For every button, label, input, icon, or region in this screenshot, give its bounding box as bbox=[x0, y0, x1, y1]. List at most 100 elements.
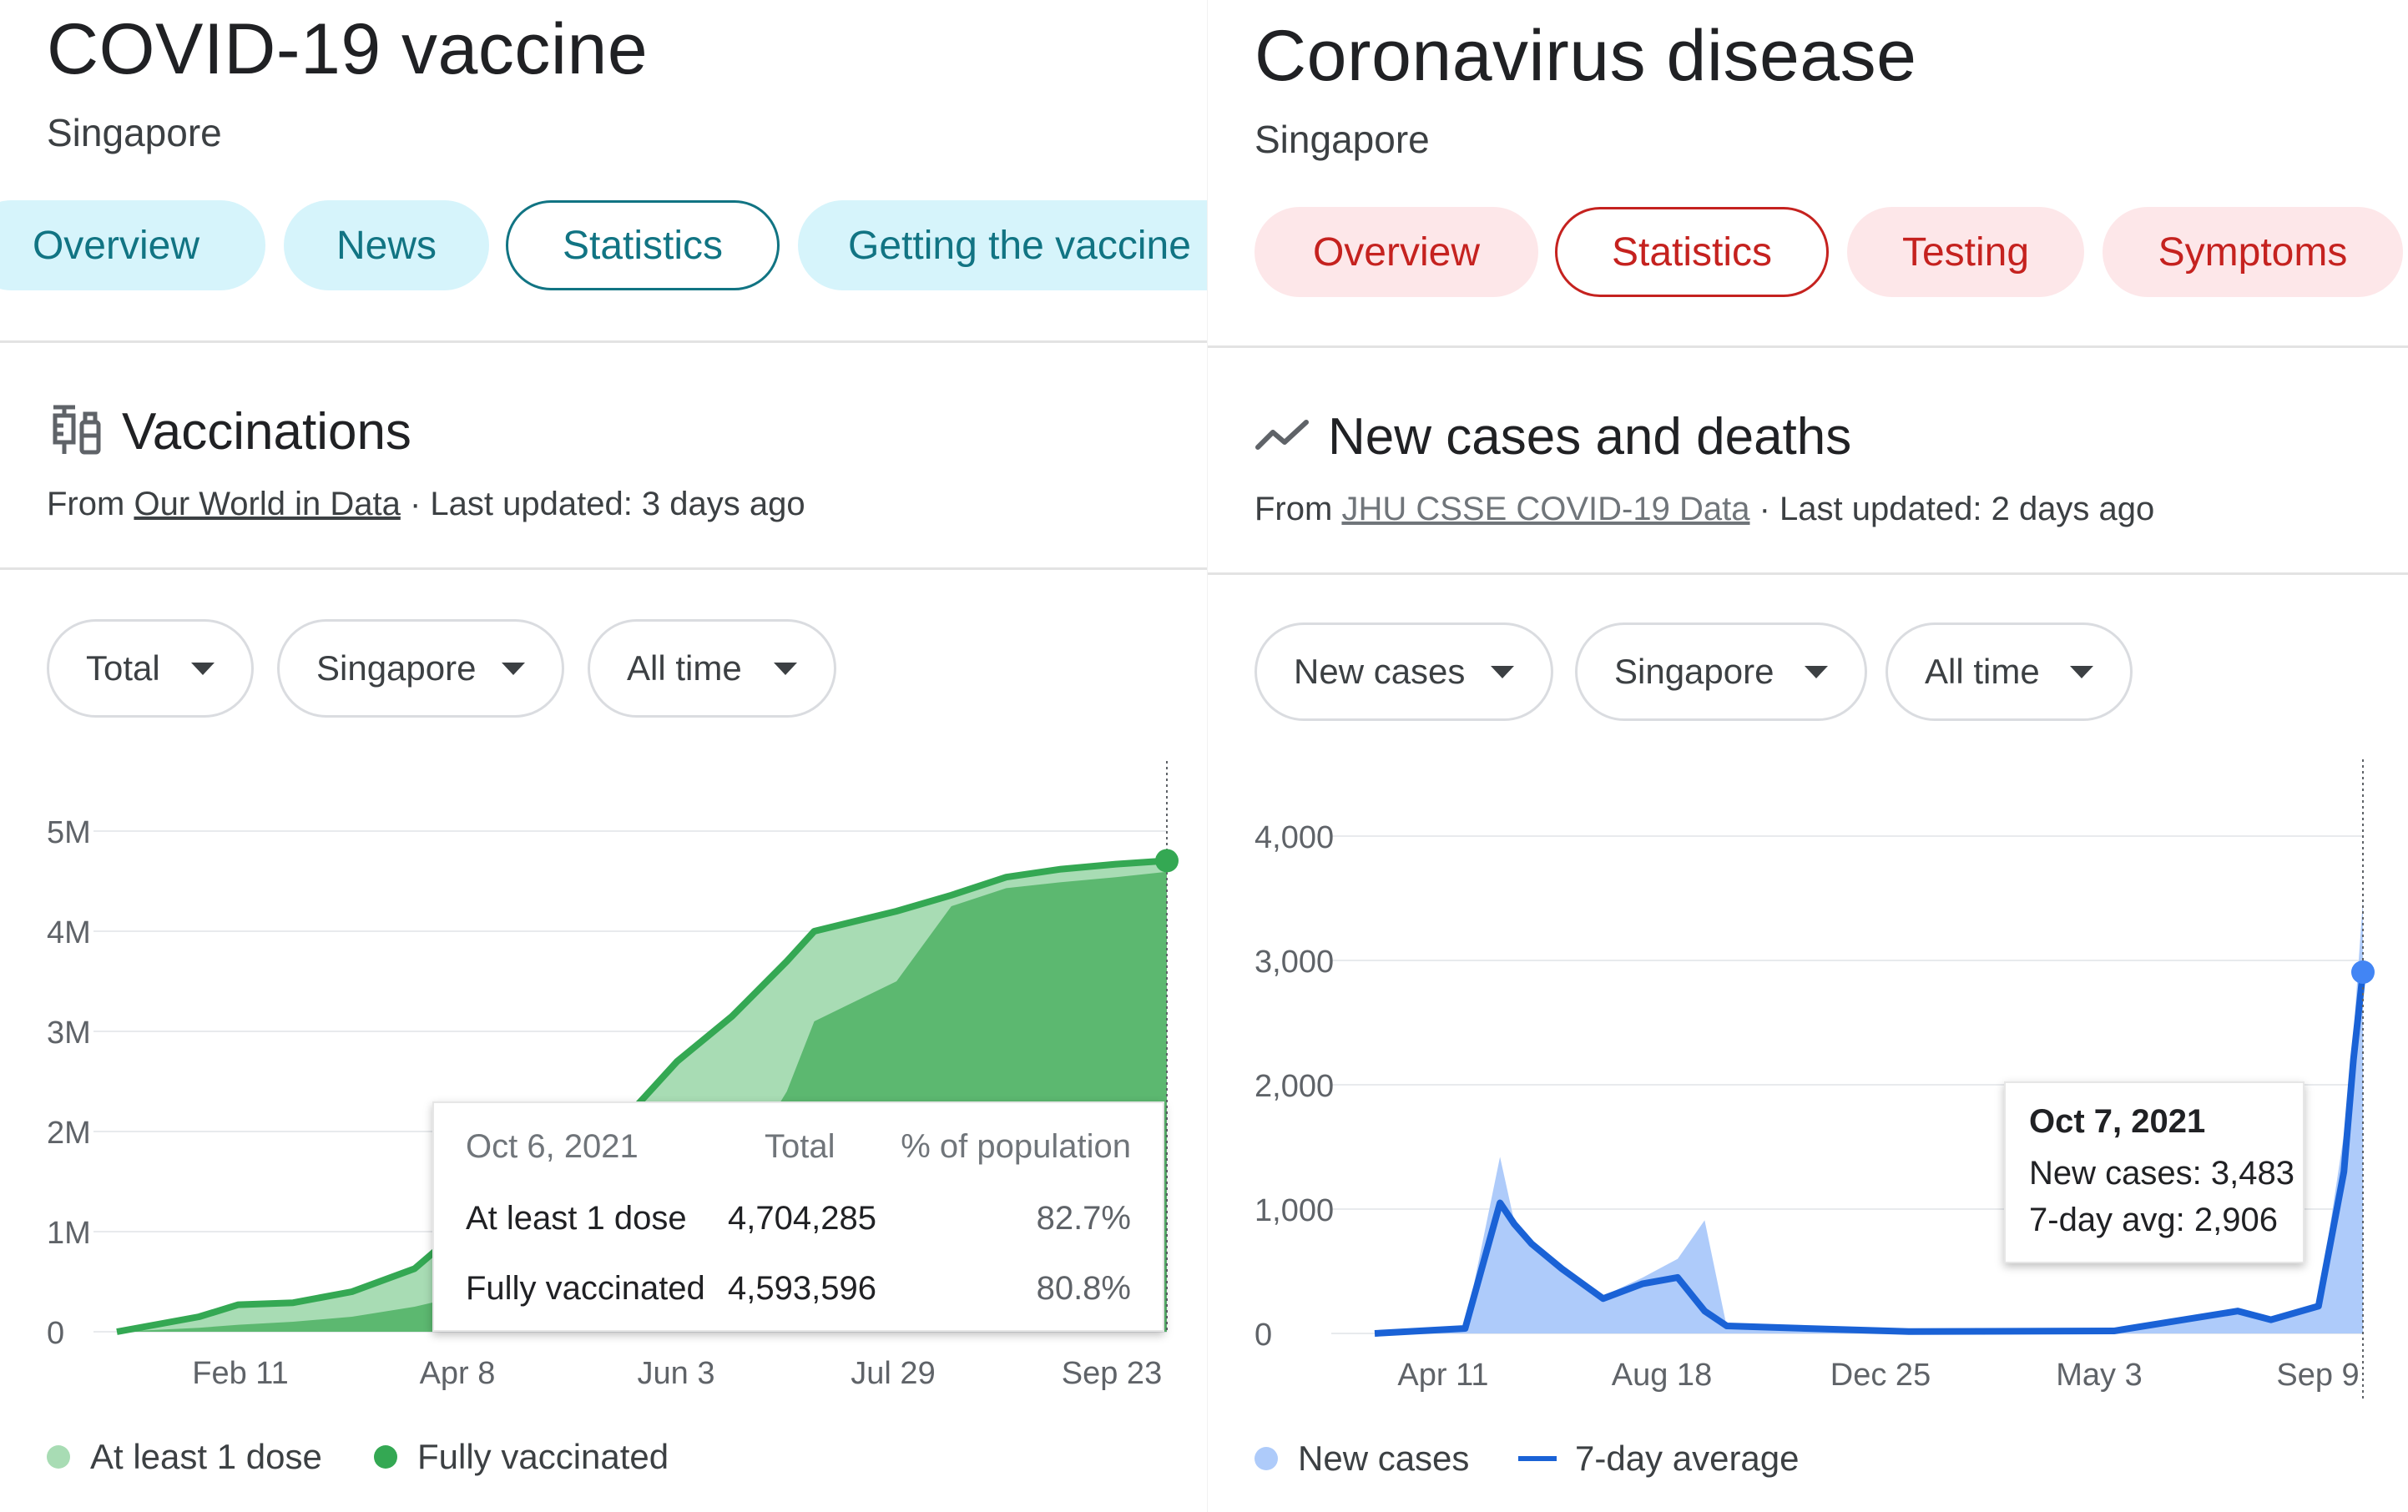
legend-swatch bbox=[47, 1445, 70, 1469]
trending-line-icon bbox=[1255, 420, 1309, 450]
legend-fully-vaccinated: Fully vaccinated bbox=[374, 1437, 669, 1477]
vaccine-panel: COVID-19 vaccine Singapore Overview News… bbox=[0, 9, 1208, 1477]
series-line bbox=[116, 857, 1168, 1335]
tooltip-row-pct: 80.8% bbox=[1036, 1270, 1131, 1307]
last-updated: · Last updated: 3 days ago bbox=[409, 486, 805, 522]
legend-new-cases: New cases bbox=[1254, 1439, 1469, 1479]
coronavirus-panel: Coronavirus disease Singapore Overview S… bbox=[1208, 0, 2408, 1512]
tab-label: Symptoms bbox=[2158, 229, 2348, 275]
x-tick-label: Jun 3 bbox=[638, 1356, 715, 1391]
source-prefix: From bbox=[1254, 491, 1333, 527]
y-tick-label: 0 bbox=[1254, 1318, 1272, 1353]
page-title: COVID-19 vaccine bbox=[47, 9, 649, 89]
source-link[interactable]: JHU CSSE COVID-19 Data bbox=[1341, 491, 1750, 527]
tab-testing[interactable]: Testing bbox=[1847, 207, 2084, 297]
x-tick-label: Feb 11 bbox=[192, 1356, 288, 1391]
divider bbox=[0, 340, 1208, 343]
y-tick-label: 4M bbox=[47, 915, 91, 950]
chevron-down-icon bbox=[191, 663, 215, 675]
dropdown-value: All time bbox=[627, 648, 742, 688]
y-tick-label: 4,000 bbox=[1254, 820, 1334, 855]
y-tick-label: 1M bbox=[47, 1216, 91, 1251]
chevron-down-icon bbox=[1805, 666, 1828, 678]
location-label: Singapore bbox=[1254, 118, 1430, 161]
tooltip-row-total: 4,593,596 bbox=[728, 1270, 876, 1307]
y-tick-label: 0 bbox=[47, 1316, 64, 1351]
tab-label: Getting the vaccine bbox=[848, 223, 1191, 268]
metric-dropdown[interactable]: Total bbox=[47, 619, 254, 718]
time-range-dropdown[interactable]: All time bbox=[1886, 622, 2133, 721]
tab-getting-the-vaccine[interactable]: Getting the vaccine bbox=[798, 200, 1208, 290]
tooltip-row-pct: 82.7% bbox=[1036, 1200, 1131, 1237]
chevron-down-icon bbox=[502, 663, 525, 675]
section-title: Vaccinations bbox=[122, 403, 411, 461]
x-tick-label: Apr 11 bbox=[1397, 1358, 1488, 1393]
divider bbox=[1208, 572, 2408, 575]
tooltip-col-pct: % of population bbox=[901, 1128, 1131, 1165]
legend-label: At least 1 dose bbox=[90, 1437, 322, 1476]
location-label: Singapore bbox=[47, 111, 222, 154]
x-tick-label: Apr 8 bbox=[420, 1356, 496, 1391]
tooltip-row-label: At least 1 dose bbox=[466, 1200, 687, 1237]
source-line: From Our World in Data · Last updated: 3… bbox=[47, 486, 805, 523]
hover-point bbox=[2351, 960, 2375, 985]
tooltip-date: Oct 7, 2021 bbox=[2029, 1103, 2206, 1140]
source-prefix: From bbox=[47, 486, 125, 522]
hover-point bbox=[1155, 849, 1179, 873]
tooltip-row-label: Fully vaccinated bbox=[466, 1270, 705, 1307]
tab-news[interactable]: News bbox=[284, 200, 489, 290]
legend-label: New cases bbox=[1298, 1439, 1470, 1478]
x-tick-label: Sep 9 bbox=[2276, 1358, 2359, 1393]
x-tick-label: Dec 25 bbox=[1830, 1358, 1931, 1393]
y-tick-label: 2M bbox=[47, 1116, 91, 1151]
tab-overview[interactable]: Overview bbox=[0, 200, 265, 290]
y-tick-label: 1,000 bbox=[1254, 1193, 1334, 1228]
legend-at-least-one-dose: At least 1 dose bbox=[47, 1437, 322, 1477]
y-tick-label: 3,000 bbox=[1254, 945, 1334, 980]
source-link[interactable]: Our World in Data bbox=[134, 486, 401, 522]
tab-label: News bbox=[336, 223, 437, 268]
tab-statistics[interactable]: Statistics bbox=[506, 200, 780, 290]
time-range-dropdown[interactable]: All time bbox=[588, 619, 836, 718]
x-tick-label: Aug 18 bbox=[1612, 1358, 1712, 1393]
legend-label: 7-day average bbox=[1575, 1439, 1800, 1478]
divider bbox=[0, 567, 1208, 570]
x-tick-label: May 3 bbox=[2056, 1358, 2142, 1393]
tooltip-date: Oct 6, 2021 bbox=[466, 1128, 639, 1165]
tab-label: Overview bbox=[1312, 229, 1481, 275]
tooltip-col-total: Total bbox=[765, 1128, 835, 1165]
tab-statistics[interactable]: Statistics bbox=[1555, 207, 1829, 297]
chart-tooltip: Oct 6, 2021 Total % of population At lea… bbox=[432, 1101, 1164, 1332]
tab-overview[interactable]: Overview bbox=[1254, 207, 1538, 297]
dropdown-value: Total bbox=[86, 648, 160, 688]
legend-label: Fully vaccinated bbox=[417, 1437, 669, 1476]
metric-dropdown[interactable]: New cases bbox=[1254, 622, 1553, 721]
y-tick-label: 3M bbox=[47, 1016, 91, 1051]
tab-label: Statistics bbox=[562, 223, 724, 268]
tab-label: Statistics bbox=[1611, 229, 1773, 275]
legend-swatch bbox=[1254, 1447, 1278, 1470]
section-title: New cases and deaths bbox=[1328, 408, 1852, 466]
tab-label: Overview bbox=[32, 223, 200, 268]
chevron-down-icon bbox=[774, 663, 797, 675]
last-updated: · Last updated: 2 days ago bbox=[1759, 491, 2155, 527]
y-tick-label: 5M bbox=[47, 815, 91, 850]
chevron-down-icon bbox=[2070, 666, 2093, 678]
legend-swatch bbox=[1518, 1456, 1557, 1461]
tooltip-row-total: 4,704,285 bbox=[728, 1200, 876, 1237]
tooltip-seven-day-avg: 7-day avg: 2,906 bbox=[2029, 1202, 2278, 1238]
new-cases-chart[interactable]: 0 1,000 2,000 3,000 4,000 Apr 11 Aug 18 Dec 25 M… bbox=[1208, 734, 2408, 1402]
legend-seven-day-average: 7-day average bbox=[1518, 1439, 1800, 1479]
dropdown-value: New cases bbox=[1294, 652, 1466, 691]
dropdown-value: All time bbox=[1925, 652, 2040, 691]
chart-tooltip: Oct 7, 2021 New cases: 3,483 7-day avg: … bbox=[2004, 1081, 2305, 1263]
tab-label: Testing bbox=[1901, 229, 2030, 275]
seven-day-average-line bbox=[1374, 971, 2366, 1337]
location-dropdown[interactable]: Singapore bbox=[277, 619, 564, 718]
divider bbox=[1208, 345, 2408, 348]
y-tick-label: 2,000 bbox=[1254, 1069, 1334, 1104]
location-dropdown[interactable]: Singapore bbox=[1575, 622, 1867, 721]
legend-swatch bbox=[374, 1445, 397, 1469]
syringe-icon bbox=[53, 405, 101, 455]
tab-symptoms[interactable]: Symptoms bbox=[2103, 207, 2403, 297]
